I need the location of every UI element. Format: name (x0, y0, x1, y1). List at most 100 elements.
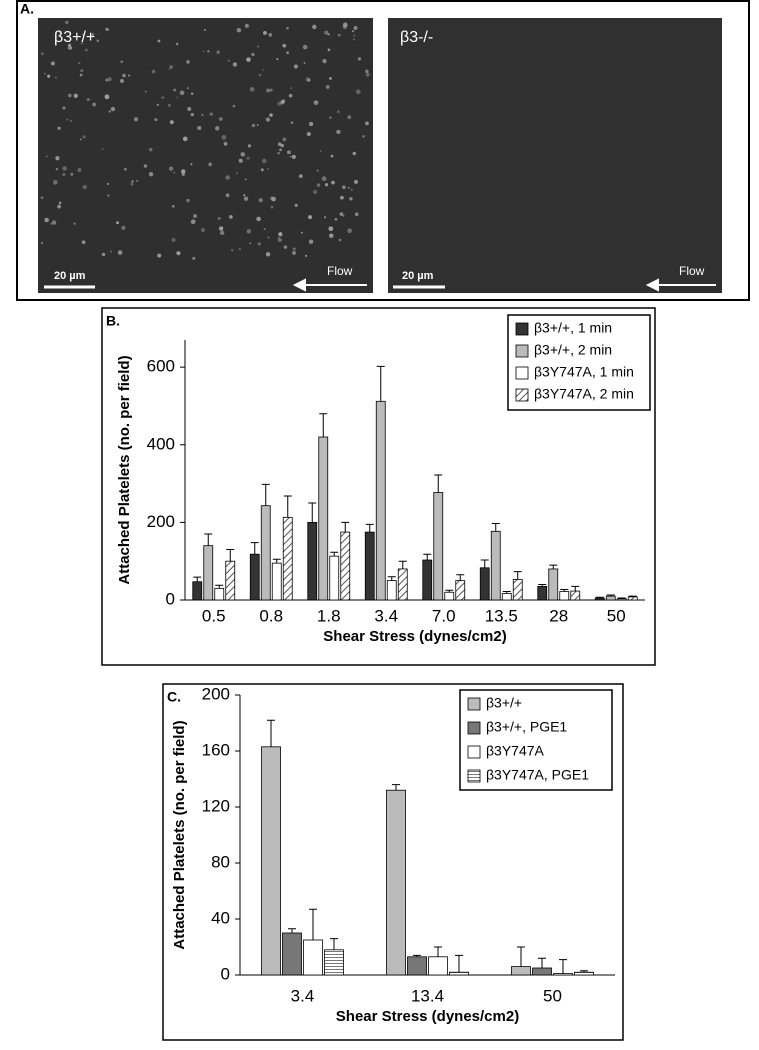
speckle (225, 193, 230, 198)
legend-swatch (467, 745, 481, 759)
speckle (121, 225, 126, 230)
speckle (84, 48, 88, 52)
speckle (201, 228, 205, 232)
bar (407, 956, 427, 976)
speckle (262, 30, 267, 35)
speckle (357, 57, 362, 61)
speckle (190, 112, 194, 117)
speckle (82, 184, 87, 190)
speckle (219, 117, 223, 121)
speckle (81, 240, 86, 245)
speckle (324, 183, 329, 187)
speckle (243, 194, 246, 197)
speckle (365, 121, 369, 126)
error-bar (455, 954, 463, 973)
bar (428, 956, 448, 976)
legend-frame (507, 314, 651, 411)
y-axis-label: Attached Platelets (no. per field) (171, 720, 188, 949)
x-tick-label: 0.8 (259, 606, 283, 625)
speckle (104, 94, 110, 100)
speckle (290, 87, 292, 89)
speckle (66, 118, 69, 121)
bar (548, 568, 559, 601)
legend-frame (459, 689, 613, 791)
speckle (246, 156, 250, 160)
error-bar (580, 970, 588, 973)
speckle (151, 69, 156, 74)
error-bar (513, 571, 522, 580)
speckle (105, 78, 109, 82)
error-bar (193, 576, 202, 582)
speckle (316, 183, 321, 187)
y-axis-label: Attached Platelets (no. per field) (116, 355, 133, 584)
legend-swatch (515, 344, 529, 358)
speckle (120, 78, 124, 83)
speckle (338, 238, 342, 242)
y-tick-label: 40 (211, 908, 230, 927)
speckle (107, 77, 112, 82)
bar (364, 531, 375, 601)
speckle (230, 248, 234, 252)
speckle (55, 168, 58, 171)
speckle (116, 221, 120, 225)
speckle (354, 212, 359, 217)
bar (627, 596, 638, 601)
legend-label: β3Y747A, 2 min (534, 386, 634, 402)
speckle (77, 168, 82, 173)
speckle (342, 185, 346, 190)
speckle (62, 172, 66, 176)
speckle (251, 123, 256, 128)
speckle (221, 134, 227, 140)
speckle (349, 197, 353, 201)
speckle (101, 148, 104, 151)
speckle (190, 92, 194, 95)
speckle (171, 205, 175, 208)
speckle (40, 52, 44, 56)
speckle (347, 228, 352, 234)
speckle (208, 162, 212, 167)
speckle (181, 172, 185, 177)
speckle (131, 180, 134, 183)
speckle (292, 247, 296, 251)
x-tick-label: 13.4 (411, 986, 444, 1005)
error-bar (560, 589, 569, 592)
error-bar (423, 553, 432, 561)
speckle (156, 103, 159, 106)
x-axis-label: Shear Stress (dynes/cm2) (323, 628, 506, 645)
speckle (347, 186, 350, 189)
speckle (313, 189, 318, 194)
speckle (330, 155, 333, 158)
speckle (353, 179, 358, 184)
speckle (281, 99, 286, 104)
speckle (257, 242, 261, 246)
speckle (324, 30, 329, 35)
speckle (179, 90, 185, 96)
x-tick-label: 50 (543, 986, 562, 1005)
speckle (244, 23, 249, 28)
error-bar (330, 938, 338, 950)
speckle (286, 51, 289, 55)
speckle (300, 231, 303, 234)
speckle (81, 42, 83, 45)
speckle (362, 135, 365, 138)
error-bar (283, 495, 292, 518)
speckle (154, 118, 158, 122)
speckle (44, 217, 49, 223)
speckle (47, 74, 51, 78)
speckle (207, 50, 210, 53)
speckle (271, 196, 276, 202)
speckle (229, 215, 233, 219)
speckle (276, 58, 279, 61)
error-bar (215, 584, 224, 589)
bar (422, 559, 433, 601)
speckle (173, 88, 177, 92)
error-bar (376, 365, 385, 402)
speckle (50, 61, 55, 66)
speckle (78, 61, 81, 65)
speckle (244, 178, 247, 181)
speckle (52, 179, 58, 185)
speckle (319, 150, 322, 152)
speckle (364, 69, 369, 74)
speckle (266, 88, 271, 93)
speckle (347, 115, 352, 120)
